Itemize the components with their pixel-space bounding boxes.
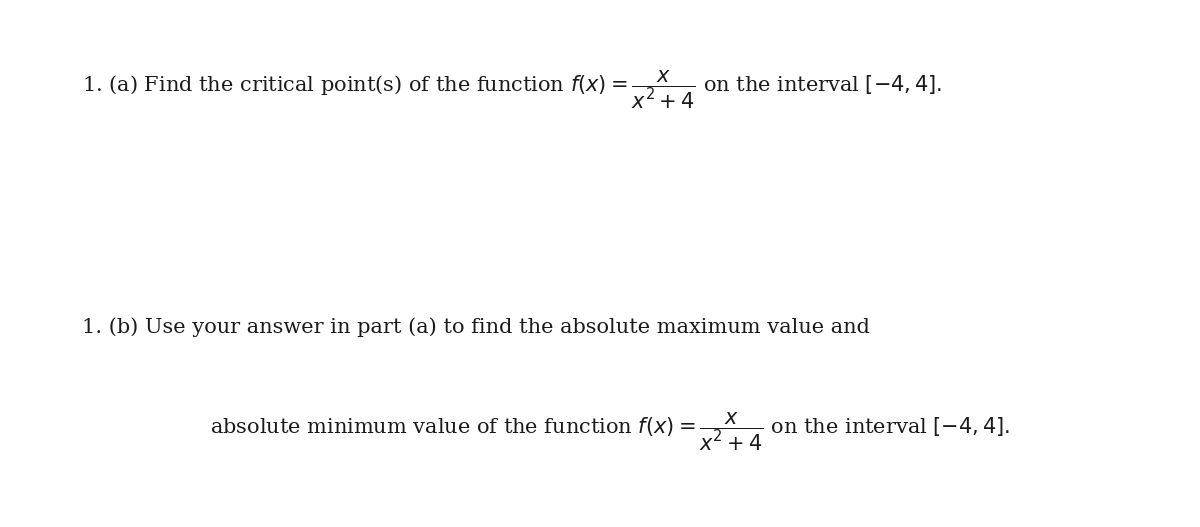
Text: 1. (a) Find the critical point(s) of the function $f(x) = \dfrac{x}{x^2+4}$ on t: 1. (a) Find the critical point(s) of the… [82,69,942,111]
Text: absolute minimum value of the function $f(x) = \dfrac{x}{x^2+4}$ on the interval: absolute minimum value of the function $… [210,411,1010,453]
Text: 1. (b) Use your answer in part (a) to find the absolute maximum value and: 1. (b) Use your answer in part (a) to fi… [82,317,870,337]
